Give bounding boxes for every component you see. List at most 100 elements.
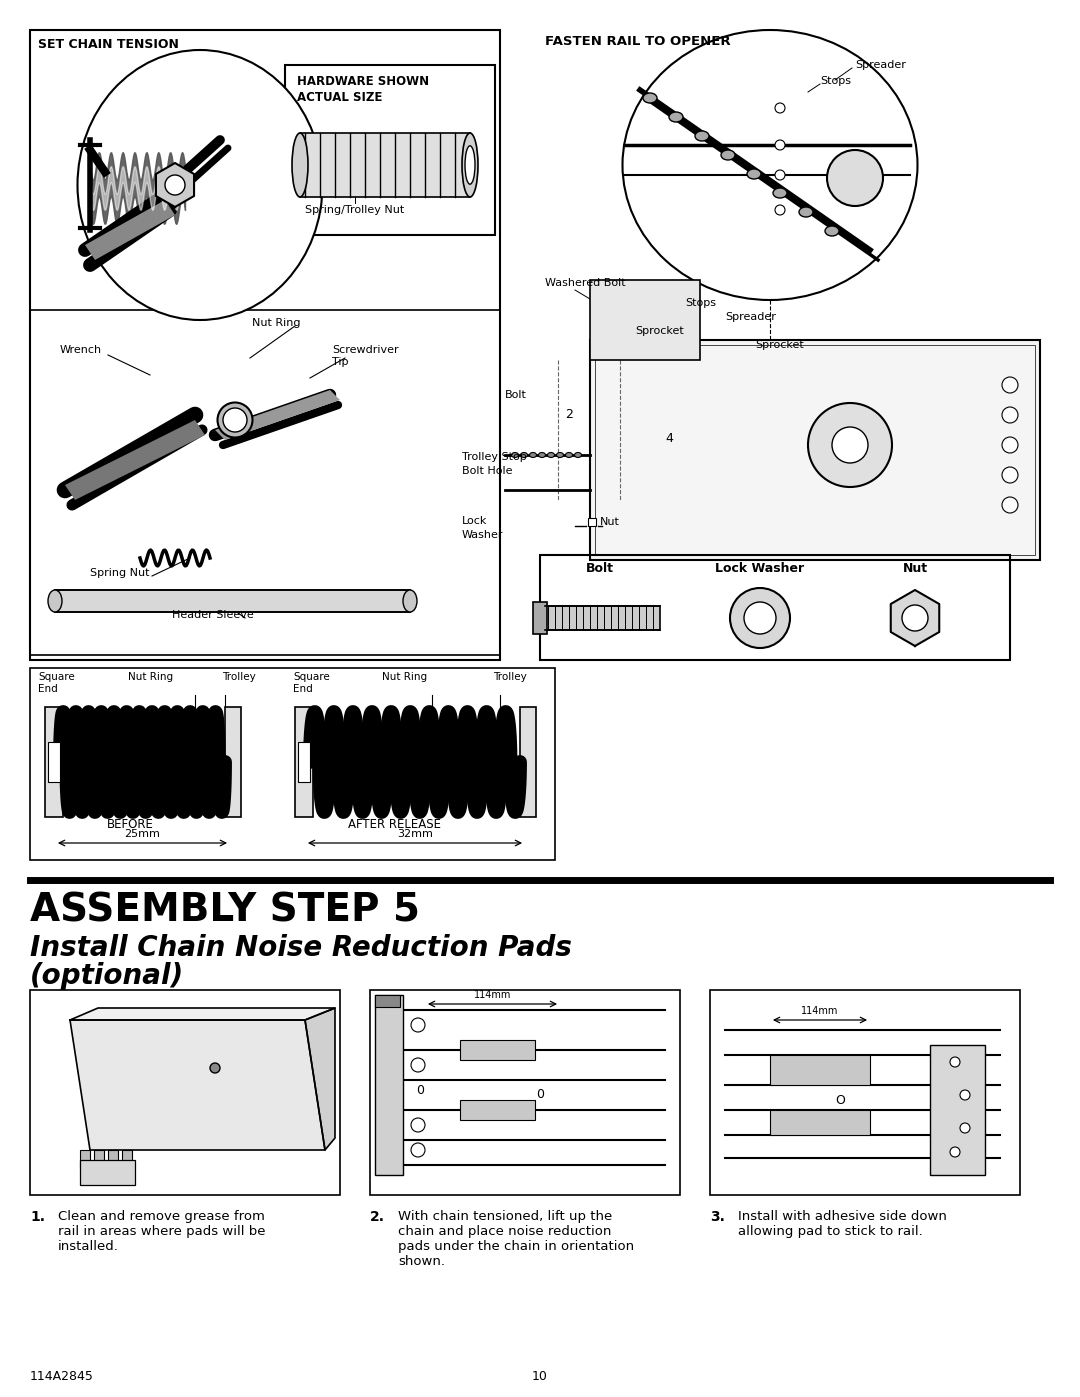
Bar (519, 707, 536, 817)
Circle shape (950, 1147, 960, 1157)
Bar (55, 590, 410, 612)
Bar (534, 602, 546, 634)
Text: 1.: 1. (30, 1210, 45, 1224)
Polygon shape (65, 420, 205, 500)
Text: 114mm: 114mm (801, 1006, 839, 1016)
Ellipse shape (773, 189, 787, 198)
Text: 10: 10 (532, 1370, 548, 1383)
Text: Spreader: Spreader (725, 312, 775, 321)
Text: Lock Washer: Lock Washer (715, 562, 805, 576)
Text: Bolt: Bolt (505, 390, 527, 400)
Circle shape (902, 605, 928, 631)
Circle shape (775, 205, 785, 215)
Bar (595, 345, 1035, 555)
Text: Bolt: Bolt (586, 562, 615, 576)
Text: Square
End: Square End (38, 672, 75, 693)
Bar (770, 1055, 870, 1085)
Bar (80, 1150, 90, 1168)
Text: Nut Ring: Nut Ring (252, 319, 300, 328)
Circle shape (775, 170, 785, 180)
Ellipse shape (575, 453, 581, 457)
Text: Stops: Stops (820, 75, 851, 87)
Ellipse shape (539, 453, 545, 457)
Ellipse shape (556, 453, 564, 457)
Text: Clean and remove grease from
rail in areas where pads will be
installed.: Clean and remove grease from rail in are… (58, 1210, 266, 1253)
Circle shape (730, 588, 789, 648)
Circle shape (960, 1090, 970, 1099)
Ellipse shape (529, 453, 537, 457)
Text: Nut: Nut (600, 517, 620, 527)
Bar (298, 742, 310, 782)
Circle shape (411, 1118, 426, 1132)
Ellipse shape (78, 50, 323, 320)
Bar (930, 1045, 985, 1175)
Text: AFTER RELEASE: AFTER RELEASE (349, 819, 442, 831)
Text: Washered Bolt: Washered Bolt (545, 278, 625, 288)
Ellipse shape (217, 402, 253, 437)
Circle shape (1002, 497, 1018, 513)
Circle shape (1002, 467, 1018, 483)
Bar (300, 133, 470, 197)
Text: 2: 2 (565, 408, 572, 420)
Text: Square
End: Square End (293, 672, 329, 693)
Text: Lock: Lock (462, 515, 487, 527)
Text: Spring/Trolley Nut: Spring/Trolley Nut (306, 205, 405, 215)
Bar (108, 1150, 118, 1168)
Bar (375, 995, 403, 1175)
Text: 2.: 2. (370, 1210, 384, 1224)
Text: (optional): (optional) (30, 963, 184, 990)
Text: Trolley: Trolley (222, 672, 256, 682)
Text: Spreader: Spreader (855, 60, 906, 70)
Bar (94, 1150, 104, 1168)
Text: 4: 4 (665, 432, 673, 446)
Circle shape (1002, 407, 1018, 423)
Circle shape (165, 175, 185, 196)
Bar (45, 707, 63, 817)
Text: 0: 0 (536, 1088, 544, 1101)
Ellipse shape (669, 112, 683, 122)
Ellipse shape (643, 94, 657, 103)
Bar (588, 518, 596, 527)
Bar (590, 279, 700, 360)
Circle shape (775, 140, 785, 149)
Text: Nut: Nut (903, 562, 928, 576)
Ellipse shape (566, 453, 572, 457)
Text: Stops: Stops (685, 298, 716, 307)
Polygon shape (70, 1009, 335, 1020)
Text: Install with adhesive side down
allowing pad to stick to rail.: Install with adhesive side down allowing… (738, 1210, 947, 1238)
Bar (710, 990, 1020, 1194)
Bar (460, 1099, 535, 1120)
Ellipse shape (799, 207, 813, 217)
Text: Nut Ring: Nut Ring (129, 672, 173, 682)
Text: Screwdriver
Tip: Screwdriver Tip (332, 345, 399, 366)
Ellipse shape (696, 131, 708, 141)
Text: Sprocket: Sprocket (635, 326, 684, 337)
Text: Spring Nut: Spring Nut (90, 569, 149, 578)
Polygon shape (70, 1020, 325, 1150)
Text: 32mm: 32mm (397, 828, 433, 840)
Text: SET CHAIN TENSION: SET CHAIN TENSION (38, 38, 179, 52)
Text: With chain tensioned, lift up the
chain and place noise reduction
pads under the: With chain tensioned, lift up the chain … (399, 1210, 634, 1268)
Bar (295, 707, 313, 817)
Circle shape (775, 103, 785, 113)
Ellipse shape (521, 453, 527, 457)
Text: 114mm: 114mm (474, 990, 511, 1000)
Text: HARDWARE SHOWN: HARDWARE SHOWN (297, 75, 429, 88)
Text: 114A2845: 114A2845 (30, 1370, 94, 1383)
Circle shape (1002, 377, 1018, 393)
Ellipse shape (512, 453, 518, 457)
Text: FASTEN RAIL TO OPENER: FASTEN RAIL TO OPENER (545, 35, 731, 47)
Bar (375, 995, 400, 1007)
Text: ACTUAL SIZE: ACTUAL SIZE (297, 91, 382, 103)
Circle shape (744, 602, 777, 634)
Ellipse shape (548, 453, 554, 457)
Text: 3.: 3. (710, 1210, 725, 1224)
Text: Sprocket: Sprocket (755, 339, 804, 351)
Text: BEFORE: BEFORE (107, 819, 153, 831)
Ellipse shape (403, 590, 417, 612)
Bar (30, 668, 555, 861)
Text: 0: 0 (416, 1084, 424, 1097)
Text: O: O (835, 1094, 845, 1106)
Bar (30, 29, 500, 659)
Ellipse shape (747, 169, 761, 179)
